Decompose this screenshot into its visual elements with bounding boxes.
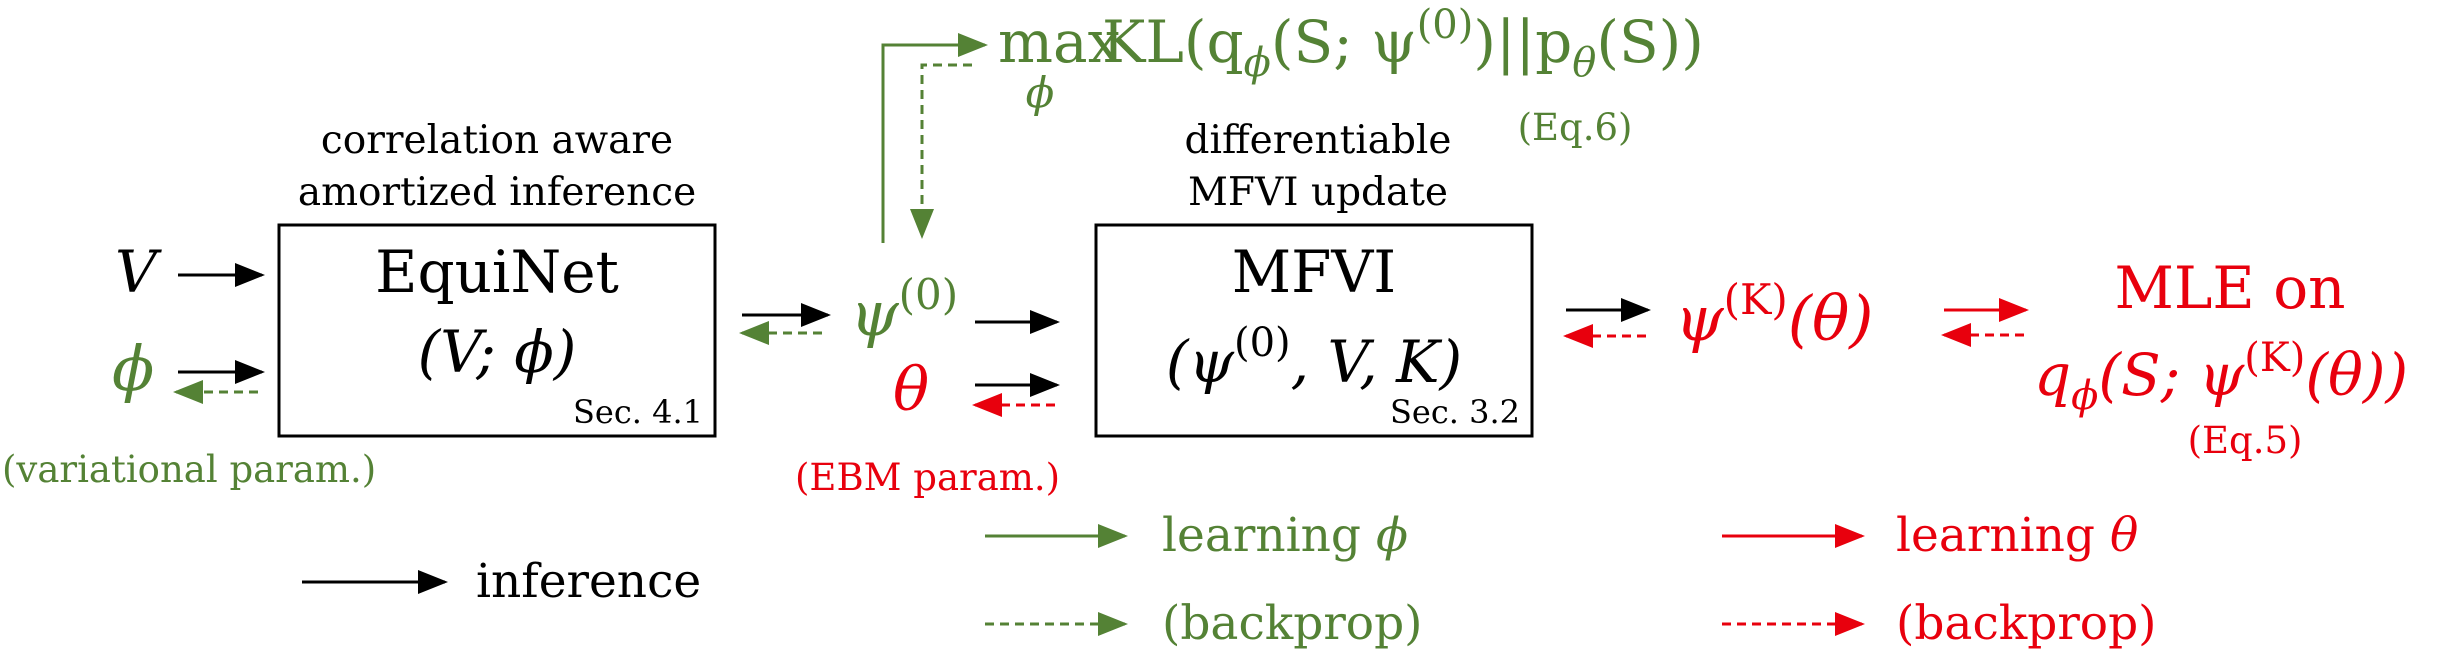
kl-expr-pre: KL(q xyxy=(1102,8,1244,76)
psi0-symbol: ψ(0) xyxy=(850,270,958,350)
mfvi-section-ref: Sec. 3.2 xyxy=(1390,393,1520,431)
legend-learning-phi-text: learning xyxy=(1162,508,1376,563)
mle-mid: (S; ψ xyxy=(2098,341,2244,409)
theta-note: (EBM param.) xyxy=(795,456,1060,499)
psik-argument: (θ) xyxy=(1788,282,1874,355)
kl-expr-psi-sup: (0) xyxy=(1417,2,1474,48)
theta-symbol: θ xyxy=(893,355,929,425)
arrow-psi0-to-kl-objective xyxy=(881,33,988,243)
equinet-caption-line2: amortized inference xyxy=(298,170,696,215)
equinet-title: EquiNet xyxy=(375,238,619,306)
phi-note: (variational param.) xyxy=(2,448,376,491)
psik-base: ψ xyxy=(1675,282,1725,355)
kl-max-subscript: ϕ xyxy=(1026,68,1055,117)
mfvi-caption-line2: MFVI update xyxy=(1188,170,1448,215)
legend-learning-phi-label: learning ϕ xyxy=(1162,508,1408,563)
psi0-base: ψ xyxy=(850,277,900,350)
mfvi-caption-line1: differentiable xyxy=(1185,118,1452,163)
kl-expr-p-sub: θ xyxy=(1572,40,1596,86)
kl-eq-ref: (Eq.6) xyxy=(1518,106,1633,149)
kl-expression: KL(qϕ(S; ψ(0))||pθ(S)) xyxy=(1102,2,1704,86)
legend-learning-theta-symbol: θ xyxy=(2110,508,2138,563)
input-v-label: V xyxy=(115,238,162,306)
mle-q: q xyxy=(2034,341,2071,409)
mle-sup: (K) xyxy=(2244,335,2305,381)
mfvi-box xyxy=(1094,223,1534,438)
equinet-box xyxy=(277,223,717,438)
mle-q-sub: ϕ xyxy=(2071,373,2098,419)
legend-learning-theta-label: learning θ xyxy=(1896,508,2138,563)
kl-expr-end: (S)) xyxy=(1596,8,1704,76)
equinet-section-ref: Sec. 4.1 xyxy=(573,393,703,431)
equinet-caption-line1: correlation aware xyxy=(321,118,673,163)
mfvi-args-close: , V, K) xyxy=(1291,328,1462,396)
mfvi-args: (ψ(0), V, K) xyxy=(1166,320,1462,396)
mle-expression: qϕ(S; ψ(K)(θ)) xyxy=(2034,335,2408,419)
kl-expr-post: )||p xyxy=(1473,8,1572,76)
legend-learning-phi-symbol: ϕ xyxy=(1376,508,1408,563)
kl-expr-q-sub: ϕ xyxy=(1244,40,1271,86)
mle-eq-ref: (Eq.5) xyxy=(2188,419,2303,462)
mle-line1: MLE on xyxy=(2115,254,2346,322)
legend-backprop-red-label: (backprop) xyxy=(1896,596,2157,651)
legend-learning-theta-text: learning xyxy=(1896,508,2110,563)
kl-expr-mid: (S; ψ xyxy=(1271,8,1417,76)
kl-max-operator: max xyxy=(998,8,1120,76)
legend-inference-label: inference xyxy=(476,554,701,609)
mfvi-title: MFVI xyxy=(1232,238,1396,306)
equinet-args: (V; ϕ) xyxy=(418,318,577,386)
input-phi-label: ϕ xyxy=(112,332,154,405)
mfvi-args-sup: (0) xyxy=(1234,320,1291,366)
mle-end: (θ)) xyxy=(2305,341,2408,409)
psik-symbol: ψ(K)(θ) xyxy=(1675,275,1874,355)
legend-backprop-green-label: (backprop) xyxy=(1162,596,1423,651)
mfvi-args-open: (ψ xyxy=(1166,328,1235,396)
backprop-arrow-kl-to-psi0 xyxy=(910,63,972,239)
psi0-superscript: (0) xyxy=(899,270,959,319)
psik-superscript: (K) xyxy=(1724,275,1788,324)
